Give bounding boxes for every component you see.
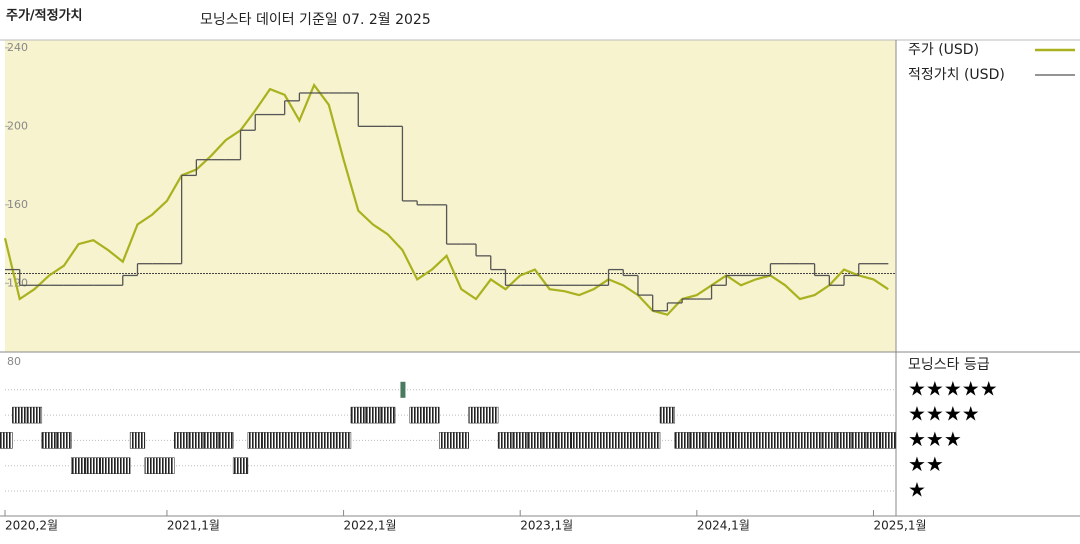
rating-bar — [468, 406, 484, 424]
rating-bar — [630, 432, 646, 449]
rating-bar — [674, 432, 690, 449]
rating-bar — [438, 432, 455, 449]
rating-bar — [512, 432, 528, 449]
rating-bar — [70, 457, 87, 474]
rating-level-label: ★★ — [908, 452, 944, 476]
y-tick-label: 120 — [7, 276, 28, 289]
y-tick-label: 240 — [7, 41, 28, 54]
rating-bar — [85, 457, 101, 474]
rating-bar — [748, 432, 764, 449]
rating-level-label: ★★★★★ — [908, 376, 998, 400]
rating-bar — [497, 432, 514, 449]
rating-bar — [600, 432, 617, 449]
rating-bar — [483, 406, 499, 424]
rating-bar — [350, 406, 366, 424]
rating-bar — [188, 432, 204, 449]
rating-bar — [203, 432, 219, 449]
price-line — [3, 82, 889, 316]
legend-label: 적정가치 (USD) — [908, 67, 1005, 83]
rating-level-label: ★★★★ — [908, 402, 980, 426]
y-tick-label: 200 — [7, 119, 28, 132]
rating-bar — [453, 432, 469, 449]
rating-bar — [100, 457, 116, 474]
chart-subtitle: 모닝스타 데이터 기준일 07. 2월 2025 — [200, 12, 431, 28]
rating-bar — [527, 432, 543, 449]
rating-level-label: ★ — [908, 478, 926, 502]
rating-bar — [689, 432, 705, 449]
rating-bar — [851, 432, 867, 449]
rating-bar — [777, 432, 793, 449]
rating-bar — [556, 432, 572, 449]
rating-bar — [144, 457, 160, 474]
x-tick-label: 2022,1월 — [344, 519, 397, 533]
y-tick-label: 160 — [7, 198, 28, 211]
rating-bar — [571, 432, 587, 449]
rating-bar — [335, 432, 352, 449]
rating-level-label: ★★★ — [908, 427, 962, 451]
panel-label: 80 — [7, 355, 21, 368]
rating-bar — [409, 406, 425, 424]
rating-bar — [41, 432, 57, 449]
rating-bar — [718, 432, 734, 449]
chart-title: 주가/적정가치 — [6, 8, 83, 24]
rating-bar — [129, 432, 146, 449]
rating-bar — [321, 432, 337, 449]
rating-bar — [821, 432, 837, 449]
x-tick-label: 2023,1월 — [520, 519, 573, 533]
price-panel — [5, 40, 896, 352]
rating-bar — [645, 432, 661, 449]
legend-label: 주가 (USD) — [908, 42, 979, 58]
x-tick-label: 2024,1월 — [697, 519, 750, 533]
rating-bar — [12, 406, 28, 424]
rating-bar — [247, 432, 263, 449]
rating-bar — [880, 432, 896, 449]
rating-bar — [0, 432, 13, 449]
rating-bar — [762, 432, 779, 449]
rating-title: 모닝스타 등급 — [908, 357, 990, 373]
rating-bar — [865, 432, 882, 449]
rating-bar — [400, 381, 406, 398]
rating-bar — [380, 406, 396, 424]
rating-bar — [806, 432, 823, 449]
rating-bar — [218, 432, 234, 449]
x-tick-label: 2021,1월 — [167, 519, 220, 533]
rating-bar — [26, 406, 43, 424]
rating-bar — [659, 406, 676, 424]
rating-bar — [542, 432, 558, 449]
rating-bar — [306, 432, 322, 449]
rating-bar — [277, 432, 293, 449]
rating-bar — [733, 432, 749, 449]
rating-bar — [424, 406, 440, 424]
rating-bar — [115, 457, 131, 474]
rating-bar — [262, 432, 278, 449]
rating-bar — [291, 432, 308, 449]
rating-bar — [174, 432, 190, 449]
rating-bar — [159, 457, 175, 474]
rating-bar — [232, 457, 249, 474]
rating-bar — [792, 432, 808, 449]
rating-bar — [56, 432, 72, 449]
rating-bar — [703, 432, 720, 449]
rating-bar — [365, 406, 381, 424]
x-tick-label: 2020,2월 — [5, 519, 58, 533]
x-tick-label: 2025,1월 — [873, 519, 926, 533]
rating-bar — [586, 432, 602, 449]
rating-bar — [615, 432, 631, 449]
rating-bar — [836, 432, 852, 449]
